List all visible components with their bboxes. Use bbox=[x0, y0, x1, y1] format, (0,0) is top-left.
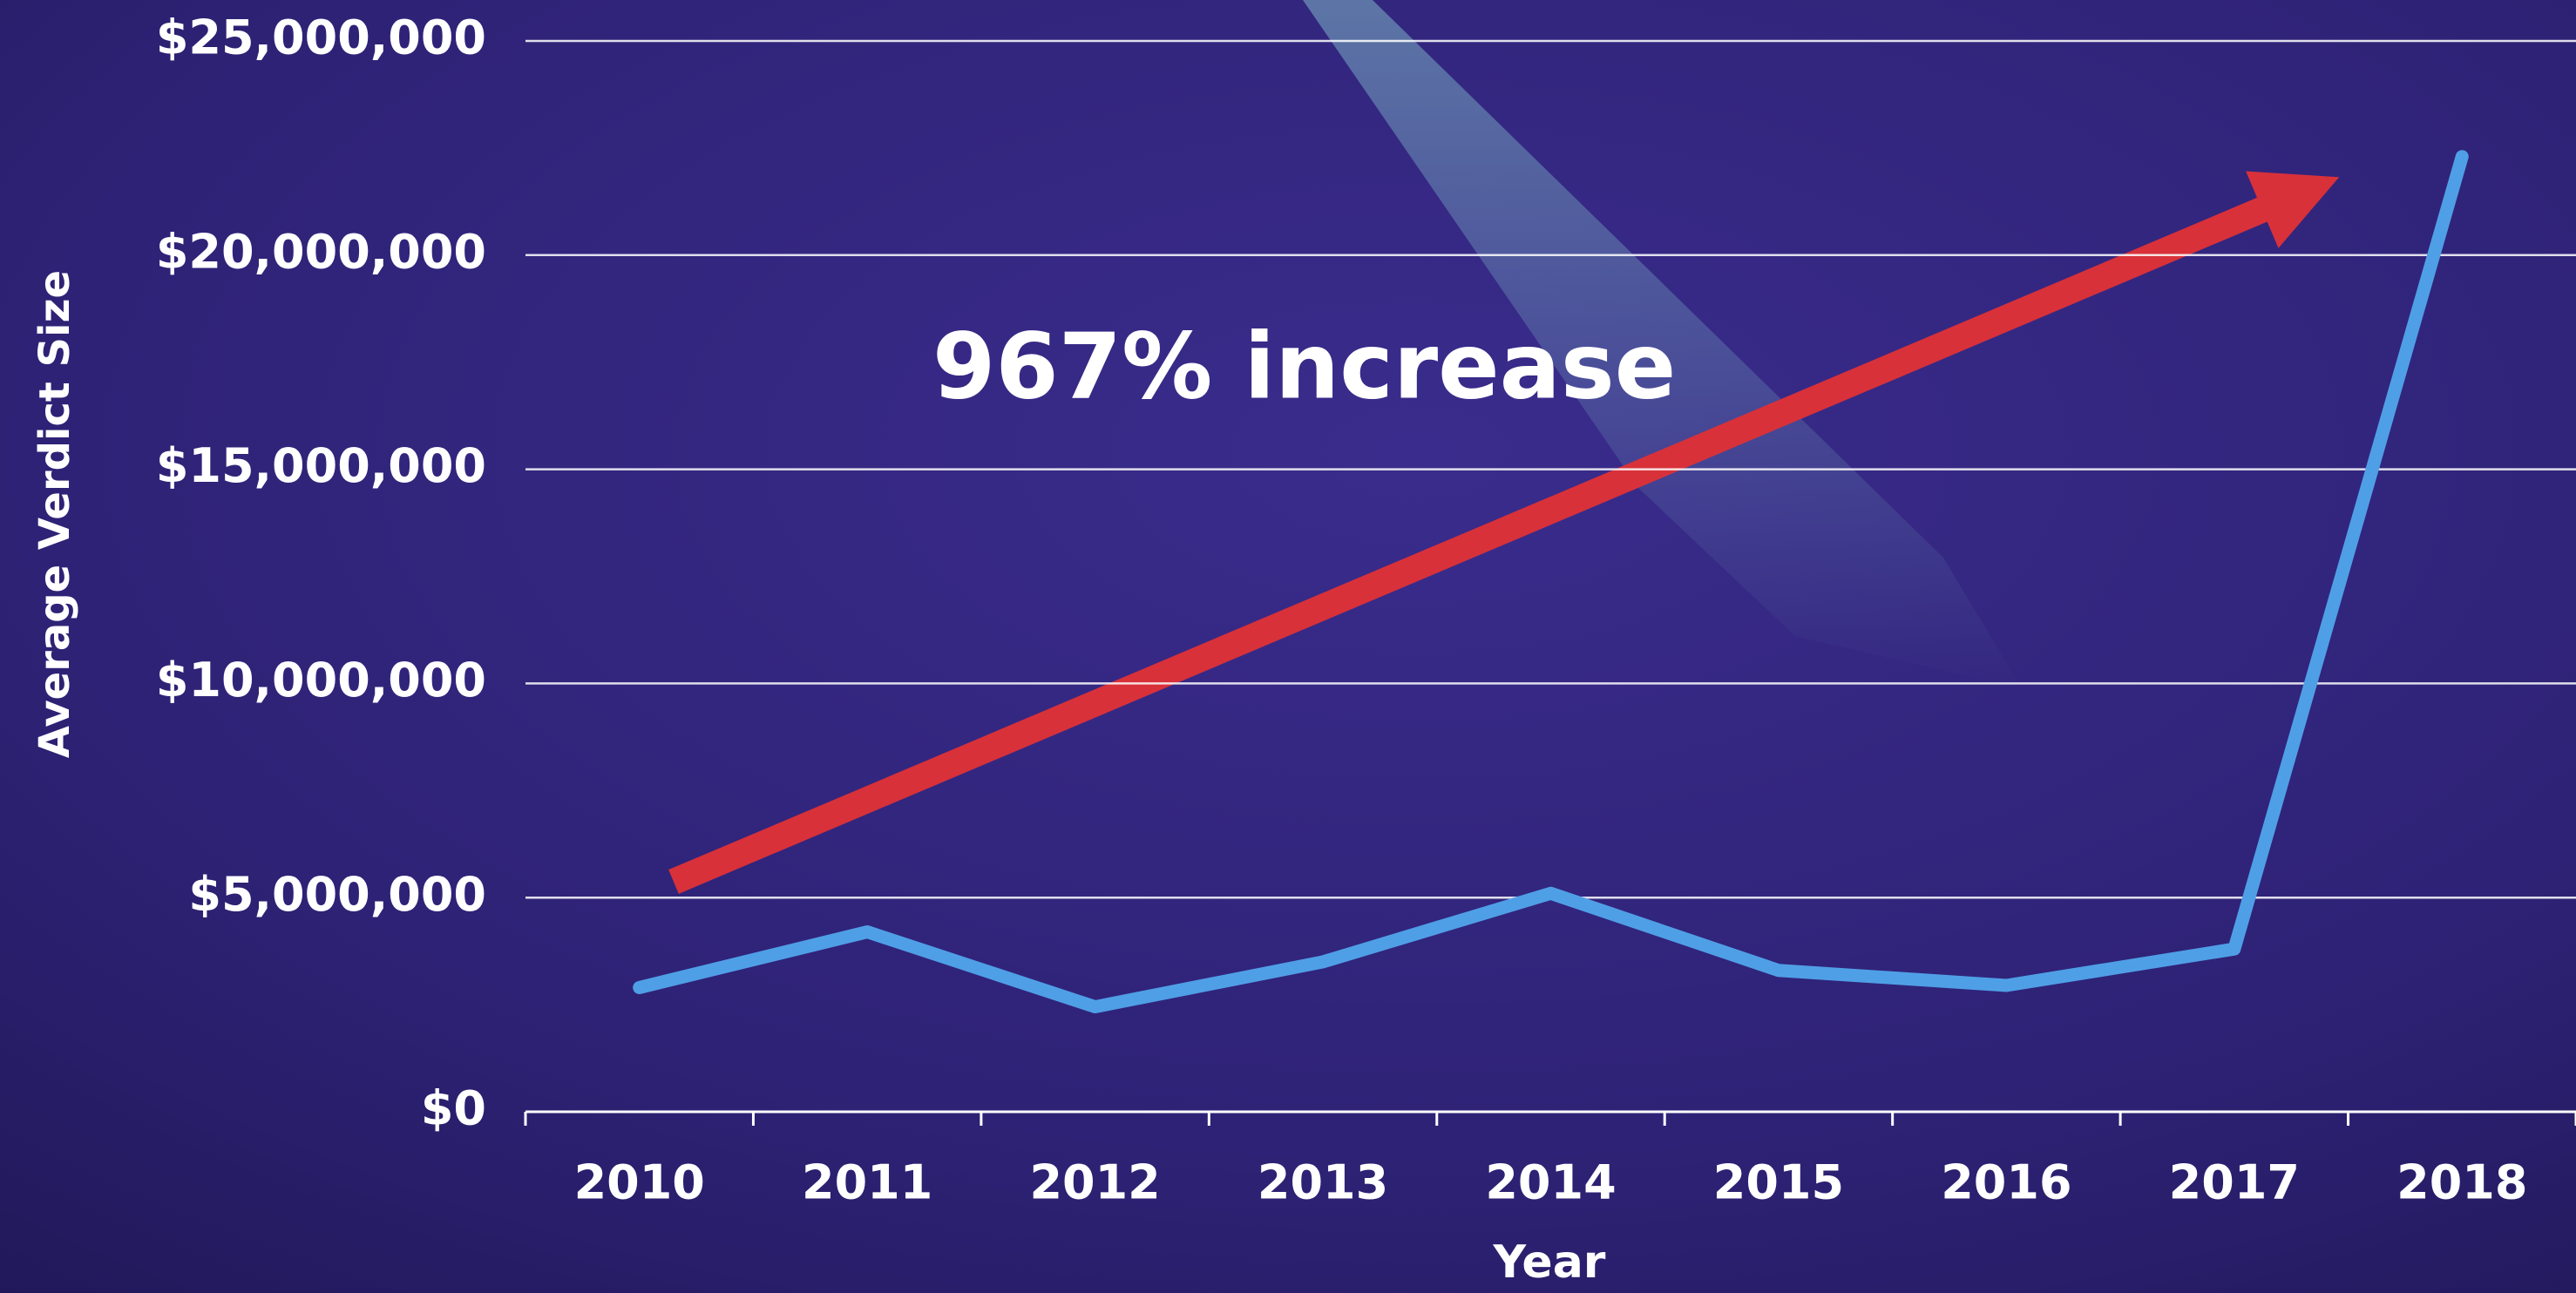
x-tick-label: 2013 bbox=[1257, 1155, 1388, 1210]
y-tick-label: $0 bbox=[421, 1081, 486, 1136]
background bbox=[0, 0, 2576, 1293]
x-tick-label: 2010 bbox=[574, 1155, 705, 1210]
x-tick-label: 2016 bbox=[1941, 1155, 2071, 1210]
y-tick-label: $20,000,000 bbox=[156, 224, 486, 279]
x-tick-label: 2014 bbox=[1485, 1155, 1616, 1210]
x-axis-title: Year bbox=[1493, 1236, 1606, 1289]
x-tick-label: 2011 bbox=[802, 1155, 932, 1210]
y-tick-label: $25,000,000 bbox=[156, 10, 486, 65]
y-tick-label: $5,000,000 bbox=[188, 867, 486, 922]
y-tick-label: $15,000,000 bbox=[156, 438, 486, 493]
annotation: 967% increase bbox=[932, 313, 1676, 419]
chart: 967% increase Average Verdict Size Year … bbox=[0, 0, 2576, 1293]
page: 967% increase Average Verdict Size Year … bbox=[0, 0, 2576, 1293]
x-tick-label: 2018 bbox=[2396, 1155, 2527, 1210]
x-tick-label: 2012 bbox=[1029, 1155, 1160, 1210]
x-tick-label: 2017 bbox=[2169, 1155, 2300, 1210]
y-axis-title: Average Verdict Size bbox=[31, 270, 79, 758]
y-tick-label: $10,000,000 bbox=[156, 653, 486, 707]
x-tick-label: 2015 bbox=[1713, 1155, 1844, 1210]
